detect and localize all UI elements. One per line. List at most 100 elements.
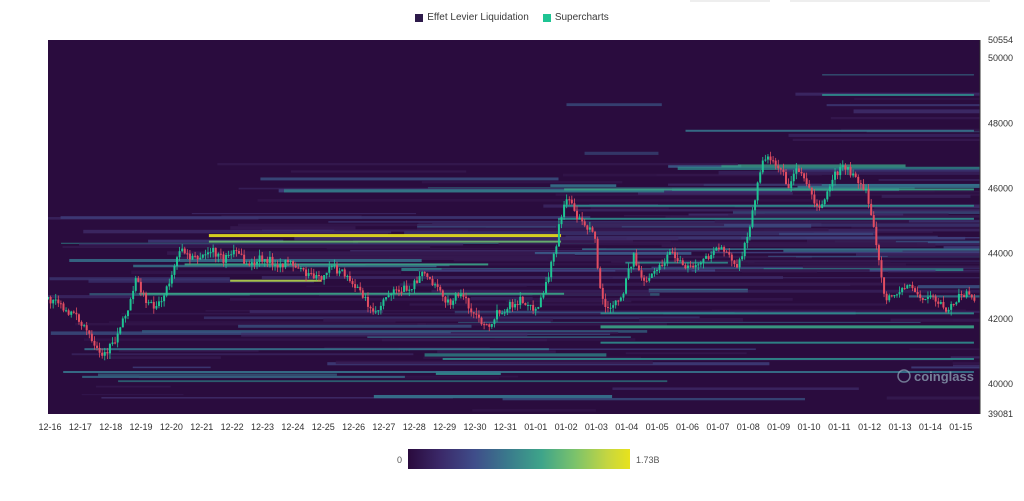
candle-body: [573, 203, 576, 211]
candle-body: [421, 272, 424, 277]
x-tick-label: 12-28: [403, 422, 426, 432]
x-tick-label: 12-30: [464, 422, 487, 432]
x-tick-label: 01-01: [524, 422, 547, 432]
candle-body: [312, 273, 315, 279]
candle-body: [643, 277, 646, 281]
heatmap-band: [703, 183, 980, 186]
candle-body: [679, 260, 682, 262]
heatmap-band: [435, 371, 501, 375]
candle-body: [137, 278, 140, 282]
heatmap-band: [424, 353, 607, 357]
candle-body: [596, 238, 599, 269]
heatmap-band: [431, 289, 980, 293]
candle-body: [552, 253, 555, 262]
candle-body: [508, 301, 511, 310]
candle-body: [705, 256, 708, 259]
heatmap-band: [677, 166, 980, 170]
candle-body: [297, 267, 300, 269]
heatmap-band: [952, 362, 980, 364]
heatmap-band: [909, 348, 980, 351]
candle-body: [356, 286, 359, 288]
candle-body: [803, 173, 806, 179]
heatmap-band: [290, 170, 467, 173]
candle-body: [751, 210, 754, 227]
candle-body: [65, 310, 68, 312]
heatmap-band: [664, 259, 891, 263]
heatmap-band: [952, 364, 980, 367]
heatmap-band: [350, 250, 720, 252]
heatmap-band: [79, 243, 464, 246]
heatmap-band: [326, 248, 607, 250]
candle-body: [674, 252, 677, 259]
candle-body: [699, 262, 702, 265]
candle-body: [59, 303, 62, 305]
candle-body: [271, 256, 274, 266]
candle-body: [359, 286, 362, 291]
candle-body: [877, 245, 880, 261]
candle-body: [170, 274, 173, 284]
candle-body: [769, 156, 772, 161]
heatmap-band: [84, 348, 549, 351]
candle-body: [560, 217, 563, 225]
legend-item-supercharts[interactable]: Supercharts: [542, 12, 609, 23]
candle-body: [423, 272, 426, 274]
legend-item-liquidation[interactable]: Effet Levier Liquidation: [415, 12, 529, 23]
candle-body: [454, 294, 457, 301]
candle-body: [790, 181, 793, 189]
heatmap-band: [564, 188, 974, 191]
candle-body: [717, 247, 720, 250]
candle-body: [599, 268, 602, 288]
candle-body: [761, 160, 764, 173]
candle-body: [348, 275, 351, 282]
candle-body: [209, 252, 212, 254]
candle-body: [405, 285, 408, 291]
candle-body: [735, 264, 738, 268]
candle-body: [493, 319, 496, 324]
candle-body: [637, 265, 640, 271]
candle-body: [385, 297, 388, 300]
candle-body: [557, 224, 560, 247]
candle-body: [346, 275, 349, 277]
candle-body: [570, 199, 573, 204]
candle-body: [217, 253, 220, 257]
heatmap-band: [709, 251, 980, 254]
heatmap-band: [886, 396, 980, 400]
heatmap-band: [283, 188, 665, 193]
candle-body: [859, 183, 862, 185]
candle-body: [787, 184, 790, 189]
heatmap-band: [711, 309, 966, 312]
heatmap-band: [826, 104, 980, 107]
candle-body: [201, 254, 204, 258]
candle-body: [477, 314, 480, 318]
candle-body: [826, 191, 829, 200]
candle-body: [323, 275, 326, 280]
x-tick-label: 12-18: [99, 422, 122, 432]
candle-body: [77, 314, 80, 322]
candle-body: [465, 296, 468, 299]
candle-body: [315, 275, 318, 279]
candle-body: [114, 342, 117, 344]
candle-body: [846, 166, 849, 170]
heatmap-band: [584, 151, 659, 155]
candle-body: [436, 284, 439, 287]
candle-body: [681, 260, 684, 266]
candle-body: [495, 310, 498, 320]
candle-body: [204, 254, 207, 256]
candle-body: [622, 293, 625, 298]
candle-body: [955, 302, 958, 305]
candle-body: [534, 308, 537, 311]
heatmap-band: [82, 375, 405, 378]
liquidation-heatmap-chart[interactable]: coinglass 39081 40000 42000 44000 46000 48000…: [0, 0, 1024, 440]
candle-body: [191, 255, 194, 260]
heatmap-band: [625, 352, 747, 355]
candle-body: [103, 352, 106, 356]
heatmap-band: [881, 194, 971, 198]
heatmap-band: [261, 276, 784, 279]
candle-body: [663, 263, 666, 266]
candle-body: [176, 257, 179, 266]
candle-body: [485, 324, 488, 326]
candle-body: [70, 311, 73, 315]
heatmap-band: [373, 394, 613, 399]
candle-body: [302, 267, 305, 270]
candle-body: [52, 299, 55, 304]
